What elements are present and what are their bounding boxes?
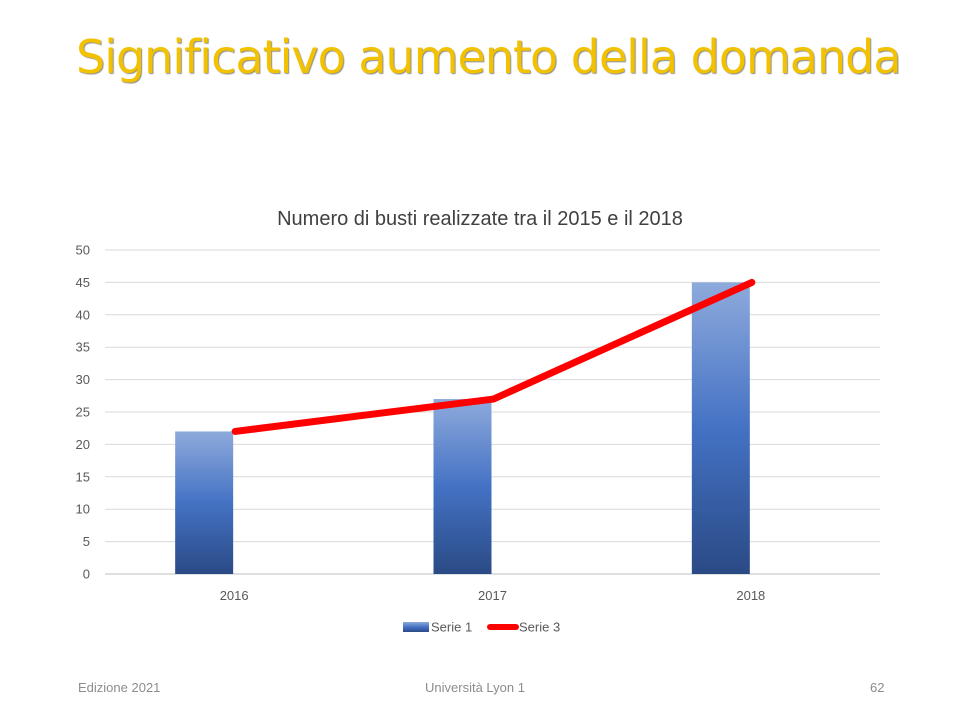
y-tick-label: 30: [76, 372, 90, 387]
x-axis: 2016 2017 2018: [220, 588, 766, 603]
y-tick-label: 35: [76, 340, 90, 355]
bar: [691, 282, 750, 574]
y-tick-label: 45: [76, 275, 90, 290]
footer-edition: Edizione 2021: [78, 680, 161, 695]
y-tick-label: 25: [76, 405, 90, 420]
x-tick-label: 2016: [220, 588, 249, 603]
slide-title: Significativo aumento della domanda: [76, 30, 902, 84]
line-series: [231, 278, 756, 435]
x-tick-label: 2018: [736, 588, 765, 603]
bars: [175, 282, 750, 574]
legend: Serie 1 Serie 3: [403, 620, 560, 635]
legend-swatch-bar: [403, 622, 429, 632]
y-tick-label: 40: [76, 307, 90, 322]
x-tick-label: 2017: [478, 588, 507, 603]
chart-title: Numero di busti realizzate tra il 2015 e…: [277, 208, 683, 230]
legend-label: Serie 1: [431, 620, 472, 635]
y-tick-label: 50: [76, 243, 90, 258]
slide-number: 62: [870, 680, 885, 695]
legend-label: Serie 3: [519, 620, 560, 635]
y-tick-label: 20: [76, 437, 90, 452]
bar: [175, 431, 234, 574]
y-axis: 0 5 10 15 20 25 30 35 40 45 50: [76, 243, 90, 582]
y-tick-label: 10: [76, 502, 90, 517]
y-tick-label: 15: [76, 469, 90, 484]
bar: [433, 399, 492, 574]
series-line: [231, 278, 756, 435]
y-tick-label: 0: [83, 567, 90, 582]
y-tick-label: 5: [83, 534, 90, 549]
footer-university: Università Lyon 1: [425, 680, 525, 695]
